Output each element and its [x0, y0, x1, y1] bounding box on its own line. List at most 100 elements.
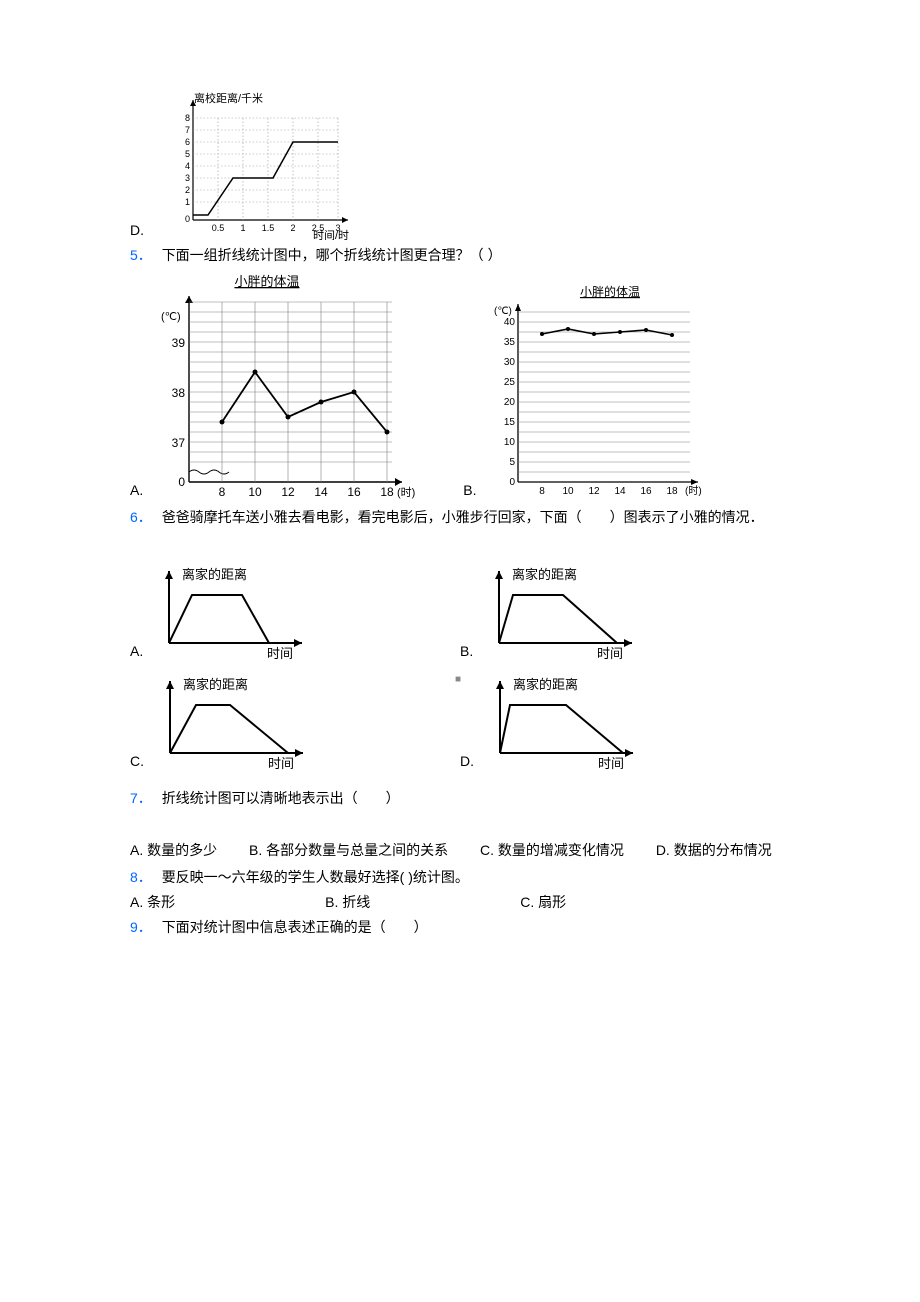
q5-charts-row: A. 小胖的体温: [130, 272, 790, 500]
question-5: 5． 下面一组折线统计图中，哪个折线统计图更合理？（ ）: [130, 244, 790, 266]
q7-options: A. 数量的多少 B. 各部分数量与总量之间的关系 C. 数量的增减变化情况 D…: [130, 839, 790, 861]
svg-text:16: 16: [641, 486, 653, 497]
q9-text: 下面对统计图中信息表述正确的是（ ）: [162, 919, 428, 935]
svg-text:10: 10: [504, 437, 516, 448]
question-8: 8． 要反映一～六年级的学生人数最好选择( )统计图。: [130, 866, 790, 888]
svg-text:12: 12: [282, 485, 296, 499]
svg-text:5: 5: [510, 457, 516, 468]
svg-text:39: 39: [172, 336, 186, 350]
svg-text:1: 1: [240, 223, 245, 233]
svg-text:40: 40: [504, 317, 516, 328]
svg-text:(℃): (℃): [161, 311, 181, 323]
svg-text:2: 2: [290, 223, 295, 233]
question-7: 7． 折线统计图可以清晰地表示出（ ）: [130, 787, 790, 809]
q8-options: A. 条形 B. 折线 C. 扇形: [130, 892, 790, 912]
q6-text: 爸爸骑摩托车送小雅去看电影，看完电影后，小雅步行回家，下面（ ）图表示了小雅的情…: [162, 509, 764, 525]
center-marker-icon: ■: [455, 674, 461, 685]
svg-text:16: 16: [348, 485, 362, 499]
svg-text:时间: 时间: [268, 756, 294, 771]
svg-text:离家的距离: 离家的距离: [512, 567, 577, 582]
q5-number: 5．: [130, 247, 152, 263]
q5-chart-b-svg: 小胖的体温: [480, 282, 710, 500]
q8-option-c: C. 扇形: [520, 892, 566, 912]
svg-text:18: 18: [667, 486, 679, 497]
svg-text:3: 3: [185, 173, 190, 183]
q6-option-b: B. 离家的距离 时间: [460, 561, 790, 661]
q6-c-letter: C.: [130, 753, 144, 771]
q5-option-b-block: B. 小胖的体温: [463, 282, 710, 500]
xlabel: 时间: [267, 646, 293, 661]
svg-text:0: 0: [179, 475, 186, 489]
q7-number: 7．: [130, 790, 152, 806]
svg-text:时间/时: 时间/时: [313, 229, 349, 240]
svg-text:小胖的体温: 小胖的体温: [235, 274, 300, 289]
svg-text:7: 7: [185, 125, 190, 135]
svg-text:4: 4: [185, 161, 190, 171]
q6-a-letter: A.: [130, 643, 143, 661]
option-letter-d: D.: [130, 222, 144, 240]
svg-text:0: 0: [510, 477, 516, 488]
q6-b-letter: B.: [460, 643, 473, 661]
q7-option-d: D. 数据的分布情况: [656, 839, 772, 861]
question-6: 6． 爸爸骑摩托车送小雅去看电影，看完电影后，小雅步行回家，下面（ ）图表示了小…: [130, 506, 790, 528]
q6-chart-c: 离家的距离 时间: [148, 671, 318, 771]
svg-text:5: 5: [185, 149, 190, 159]
svg-text:6: 6: [185, 137, 190, 147]
svg-text:10: 10: [563, 486, 575, 497]
svg-text:38: 38: [172, 386, 186, 400]
q6-chart-a: 离家的距离 时间: [147, 561, 317, 661]
svg-text:8: 8: [185, 113, 190, 123]
svg-text:时间: 时间: [598, 756, 624, 771]
svg-text:37: 37: [172, 436, 186, 450]
q7-option-c: C. 数量的增减变化情况: [480, 839, 624, 861]
svg-text:0: 0: [185, 214, 190, 224]
svg-text:14: 14: [615, 486, 627, 497]
q9-number: 9．: [130, 919, 152, 935]
svg-text:20: 20: [504, 397, 516, 408]
svg-text:2: 2: [185, 185, 190, 195]
svg-text:12: 12: [589, 486, 601, 497]
q6-number: 6．: [130, 509, 152, 525]
q6-options-grid: A. 离家的距离 时间 B. 离家的距离 时间: [130, 561, 790, 781]
svg-text:18: 18: [381, 485, 395, 499]
q6-option-c: C. 离家的距离 时间: [130, 671, 460, 771]
svg-text:离家的距离: 离家的距离: [513, 677, 578, 692]
q5-text: 下面一组折线统计图中，哪个折线统计图更合理？（ ）: [162, 247, 502, 263]
q5-option-b-letter: B.: [463, 482, 476, 500]
question-9: 9． 下面对统计图中信息表述正确的是（ ）: [130, 916, 790, 938]
svg-text:15: 15: [504, 417, 516, 428]
svg-text:小胖的体温: 小胖的体温: [580, 284, 640, 299]
svg-text:8: 8: [540, 486, 546, 497]
q6-d-letter: D.: [460, 753, 474, 771]
q6-option-a: A. 离家的距离 时间: [130, 561, 460, 661]
ylabel: 离家的距离: [182, 567, 247, 582]
svg-text:1.5: 1.5: [262, 223, 275, 233]
q8-number: 8．: [130, 869, 152, 885]
svg-text:35: 35: [504, 337, 516, 348]
q8-text: 要反映一～六年级的学生人数最好选择( )统计图。: [162, 869, 469, 885]
q7-option-a: A. 数量的多少: [130, 839, 217, 861]
svg-text:(℃): (℃): [494, 306, 512, 317]
q7-option-b: B. 各部分数量与总量之间的关系: [249, 839, 448, 861]
svg-text:(时): (时): [397, 486, 415, 499]
svg-text:10: 10: [249, 485, 263, 499]
svg-text:14: 14: [315, 485, 329, 499]
q8-option-a: A. 条形: [130, 892, 175, 912]
q5-option-a-letter: A.: [130, 482, 143, 500]
svg-text:时间: 时间: [597, 646, 623, 661]
q7-text: 折线统计图可以清晰地表示出（ ）: [162, 790, 400, 806]
option-d-block: D.: [130, 90, 790, 240]
chart-d-svg: 0 1 2 3 4 5 6 7 8 0.5 1 1.5 2 2.5 3 离校距离…: [148, 90, 358, 240]
svg-text:1: 1: [185, 197, 190, 207]
q6-chart-b: 离家的距离 时间: [477, 561, 647, 661]
svg-text:0.5: 0.5: [212, 223, 225, 233]
svg-text:(时): (时): [685, 485, 702, 497]
q6-chart-d: 离家的距离 时间: [478, 671, 648, 771]
svg-text:离校距离/千米: 离校距离/千米: [194, 91, 263, 105]
q6-option-d: D. 离家的距离 时间: [460, 671, 790, 771]
q5-chart-a-svg: 小胖的体温: [147, 272, 417, 500]
svg-text:30: 30: [504, 357, 516, 368]
q8-option-b: B. 折线: [325, 892, 370, 912]
q5-option-a-block: A. 小胖的体温: [130, 272, 417, 500]
svg-text:8: 8: [219, 485, 226, 499]
